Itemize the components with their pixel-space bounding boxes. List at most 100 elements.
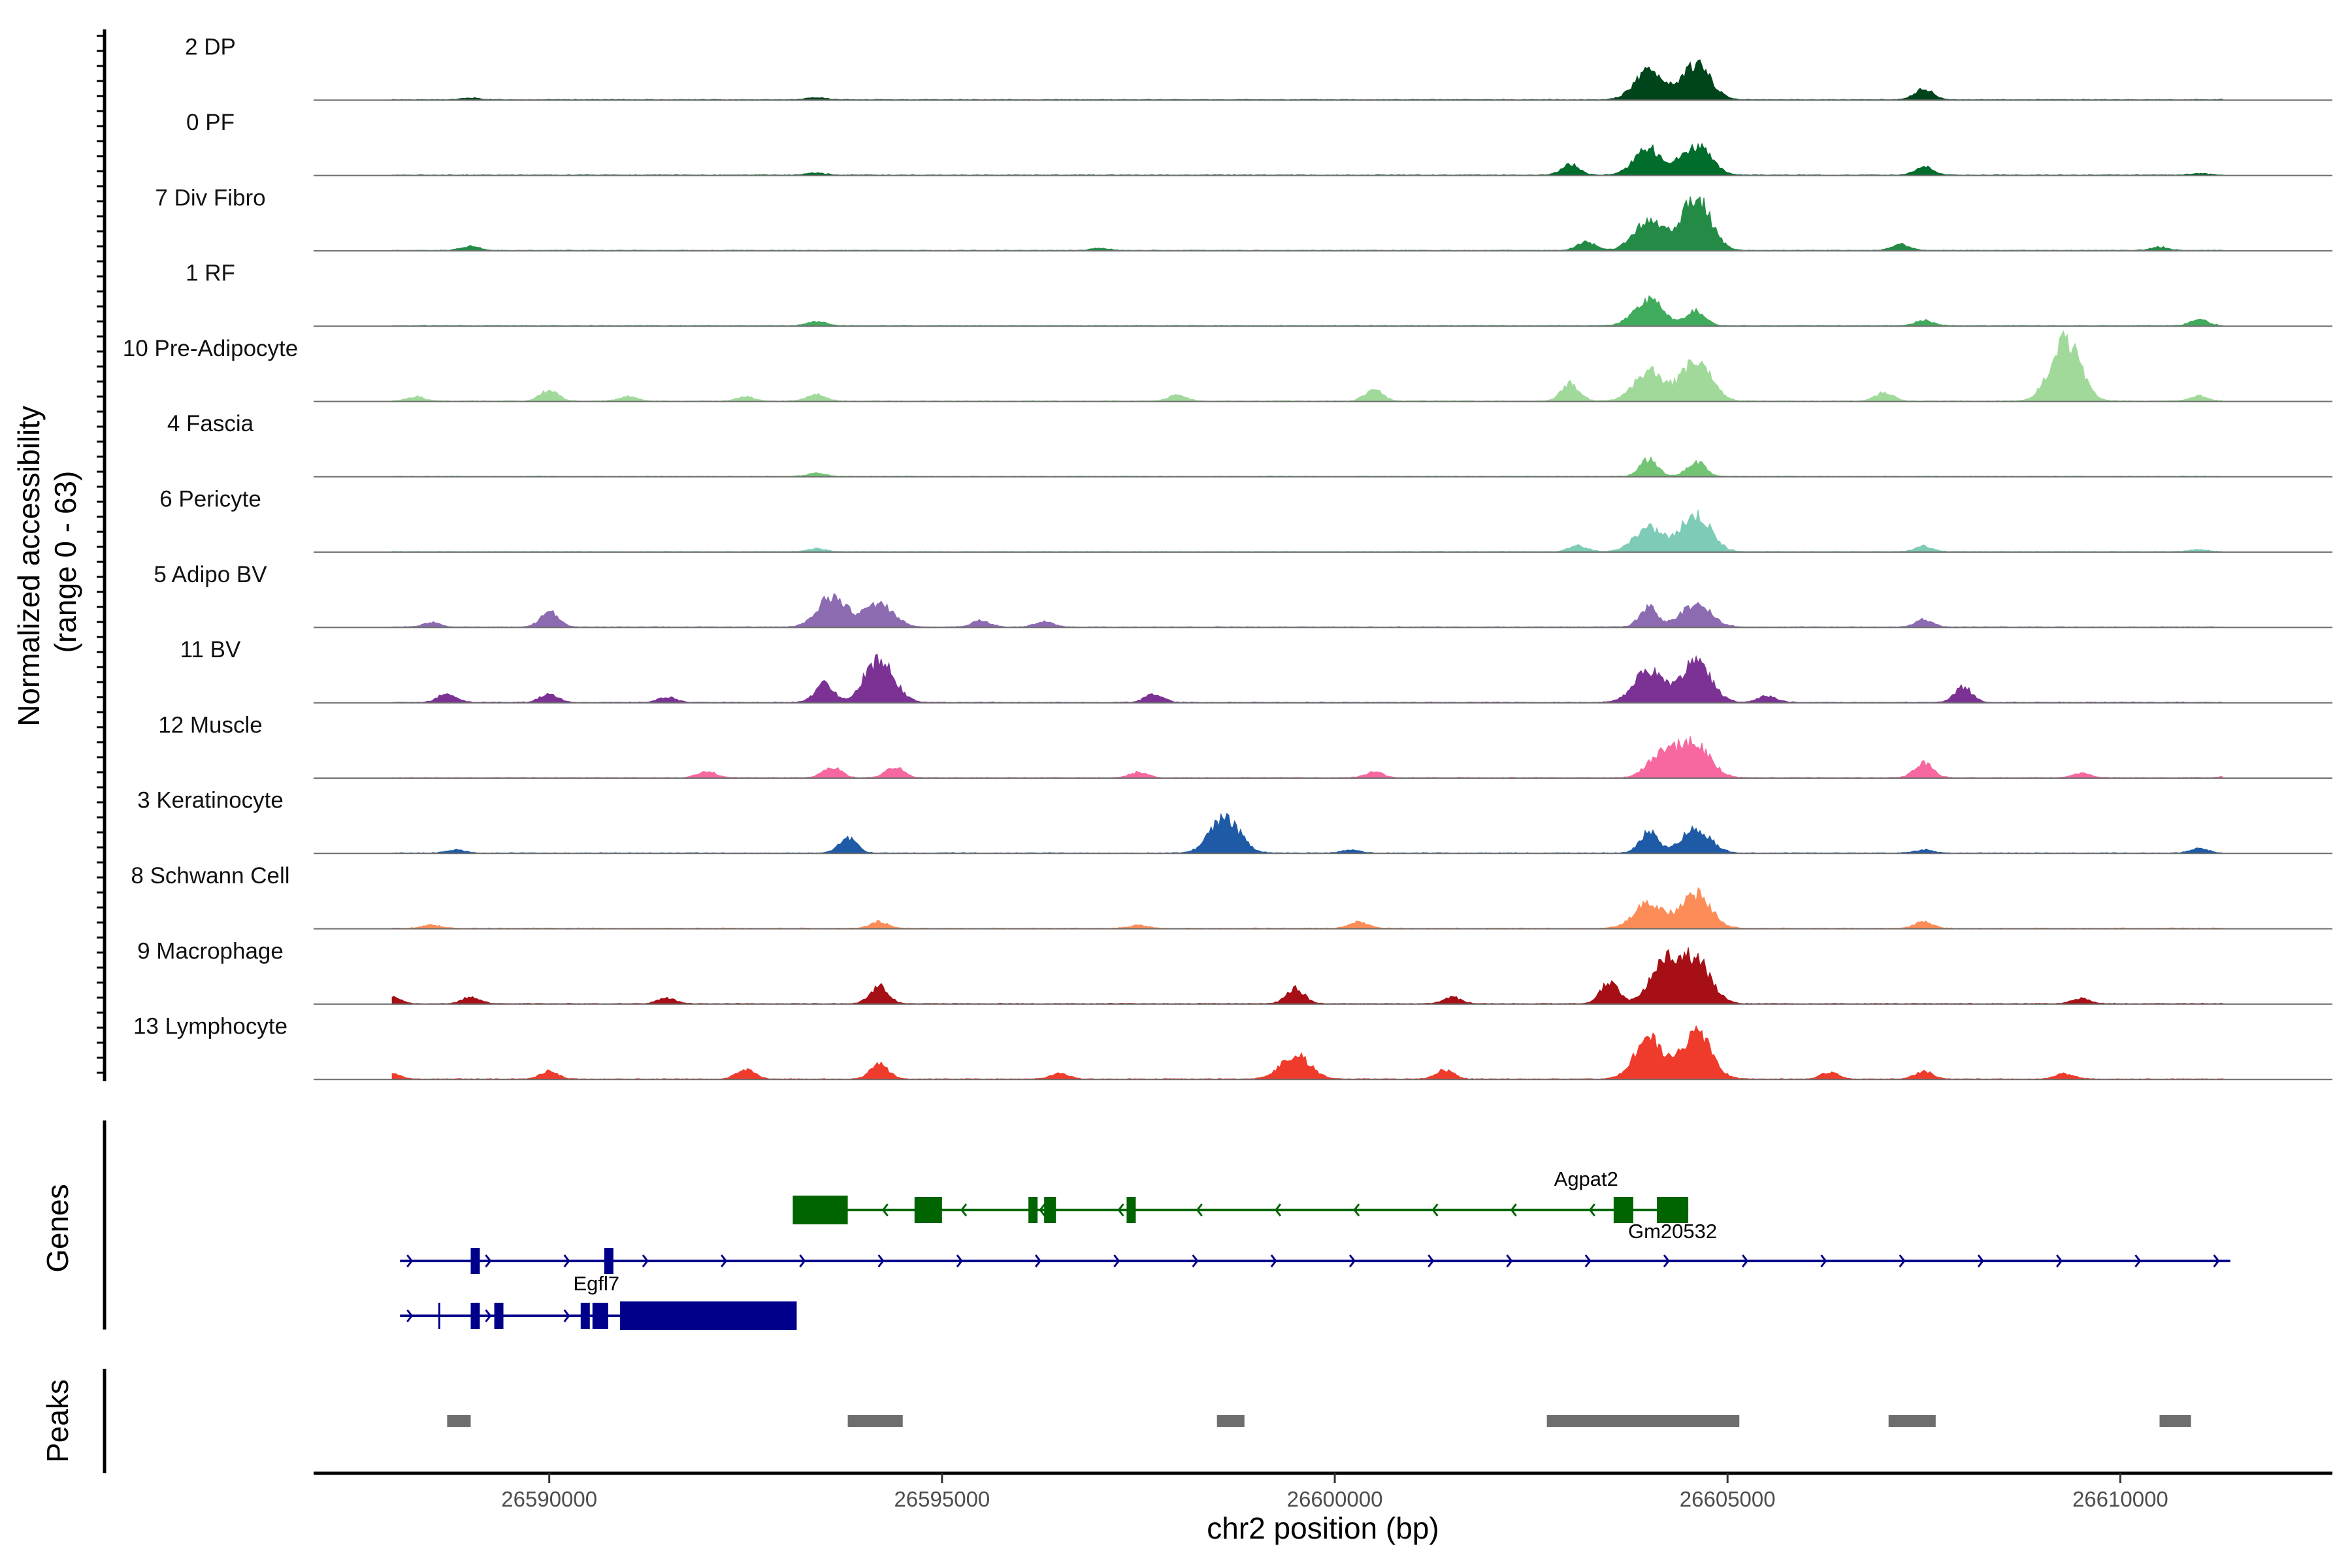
x-tick-label: 26590000 <box>501 1487 597 1511</box>
coverage-area <box>391 1024 2223 1080</box>
coverage-track: 2 DP <box>185 35 2332 101</box>
strand-chevron <box>1588 1203 1595 1217</box>
gene-annotation-panel: Agpat2 Gm20532 Egfl7 <box>400 1168 2230 1330</box>
strand-chevron <box>563 1309 570 1322</box>
y-axis-title-line-2: (range 0 - 63) <box>48 471 82 653</box>
track-label: 6 Pericyte <box>159 486 261 512</box>
strand-chevron <box>877 1254 885 1267</box>
strand-chevron <box>1117 1203 1124 1217</box>
gene-model: Gm20532 <box>400 1220 2230 1274</box>
coverage-track: 5 Adipo BV <box>154 562 2332 629</box>
strand-chevron <box>1977 1254 1984 1267</box>
y-axis-title: Normalized accessibility (range 0 - 63) <box>12 397 82 727</box>
gene-exon <box>494 1303 504 1329</box>
gene-label: Gm20532 <box>1628 1220 1717 1243</box>
coverage-track: 3 Keratinocyte <box>137 788 2332 855</box>
gene-model: Egfl7 <box>400 1272 797 1330</box>
gene-exon <box>470 1303 480 1329</box>
coverage-track: 13 Lymphocyte <box>133 1014 2332 1081</box>
gene-label: Agpat2 <box>1554 1168 1618 1190</box>
left-axis-lines <box>97 29 106 1473</box>
strand-chevron <box>799 1254 806 1267</box>
strand-chevron <box>2213 1254 2220 1267</box>
coverage-track: 4 Fascia <box>167 411 2332 478</box>
strand-chevron <box>1428 1254 1435 1267</box>
track-label: 3 Keratinocyte <box>137 788 284 813</box>
x-tick-label: 26595000 <box>894 1487 990 1511</box>
peak-region <box>1546 1415 1740 1427</box>
strand-chevron <box>1192 1254 1199 1267</box>
x-axis-title: chr2 position (bp) <box>1207 1511 1439 1545</box>
strand-chevron <box>1196 1203 1203 1217</box>
strand-chevron <box>485 1309 492 1322</box>
track-label: 2 DP <box>185 35 236 60</box>
gene-exon <box>792 1196 848 1224</box>
coverage-track: 1 RF <box>186 261 2332 327</box>
strand-chevron <box>642 1254 649 1267</box>
peak-region <box>1888 1415 1936 1427</box>
strand-chevron <box>956 1254 963 1267</box>
coverage-area <box>391 330 2223 402</box>
strand-chevron <box>1039 1203 1046 1217</box>
coverage-area <box>391 887 2223 930</box>
coverage-area <box>391 456 2223 478</box>
track-label: 13 Lymphocyte <box>133 1014 287 1039</box>
coverage-area <box>391 653 2223 704</box>
coverage-area <box>391 736 2223 779</box>
track-label: 0 PF <box>186 110 235 135</box>
strand-chevron <box>563 1254 570 1267</box>
track-label: 4 Fascia <box>167 411 254 436</box>
track-label: 11 BV <box>180 637 241 662</box>
genes-panel-title: Genes <box>41 1184 74 1273</box>
gene-exon <box>1044 1197 1056 1223</box>
track-label: 5 Adipo BV <box>154 562 267 587</box>
strand-chevron <box>1270 1254 1277 1267</box>
gene-exon <box>1028 1197 1038 1223</box>
peaks-panel <box>447 1415 2191 1427</box>
gene-exon <box>580 1303 590 1329</box>
gene-label: Egfl7 <box>574 1272 620 1295</box>
track-label: 9 Macrophage <box>137 938 284 964</box>
coverage-area <box>391 142 2223 176</box>
coverage-track: 6 Pericyte <box>159 486 2332 553</box>
coverage-track: 10 Pre-Adipocyte <box>123 330 2332 402</box>
coverage-track: 9 Macrophage <box>137 938 2332 1005</box>
track-label: 8 Schwann Cell <box>131 863 289 889</box>
track-label: 7 Div Fibro <box>155 185 265 210</box>
strand-chevron <box>960 1203 968 1217</box>
strand-chevron <box>1113 1254 1120 1267</box>
strand-chevron <box>406 1309 414 1322</box>
coverage-area <box>391 947 2223 1005</box>
strand-chevron <box>1510 1203 1517 1217</box>
coverage-track: 8 Schwann Cell <box>131 863 2332 930</box>
strand-chevron <box>1353 1203 1360 1217</box>
peak-region <box>2159 1415 2191 1427</box>
coverage-area <box>391 593 2223 628</box>
gene-exon <box>1656 1197 1689 1223</box>
gene-exon <box>592 1303 608 1329</box>
strand-chevron <box>406 1254 414 1267</box>
y-axis-title-line-1: Normalized accessibility <box>12 406 46 727</box>
strand-chevron <box>1663 1254 1670 1267</box>
x-tick-label: 26605000 <box>1680 1487 1776 1511</box>
coverage-area <box>391 813 2223 854</box>
x-tick-label: 26600000 <box>1287 1487 1383 1511</box>
track-label: 10 Pre-Adipocyte <box>123 336 298 361</box>
strand-chevron <box>1431 1203 1439 1217</box>
gene-exon <box>470 1248 480 1274</box>
x-axis: 26590000 26595000 26600000 26605000 26610000 <box>314 1471 2332 1511</box>
coverage-track: 11 BV <box>180 637 2332 704</box>
strand-chevron <box>1584 1254 1592 1267</box>
coverage-tracks: 2 DP 0 PF 7 Div Fibro 1 RF 10 Pre-Adipocyte 4… <box>123 35 2332 1081</box>
peak-region <box>847 1415 903 1427</box>
strand-chevron <box>1506 1254 1513 1267</box>
strand-chevron <box>485 1254 492 1267</box>
coverage-area <box>391 510 2223 553</box>
track-label: 1 RF <box>186 261 235 286</box>
strand-chevron <box>1742 1254 1749 1267</box>
strand-chevron <box>721 1254 728 1267</box>
gene-exon <box>1126 1197 1136 1223</box>
coverage-area <box>391 59 2223 101</box>
coverage-track: 7 Div Fibro <box>155 185 2332 252</box>
